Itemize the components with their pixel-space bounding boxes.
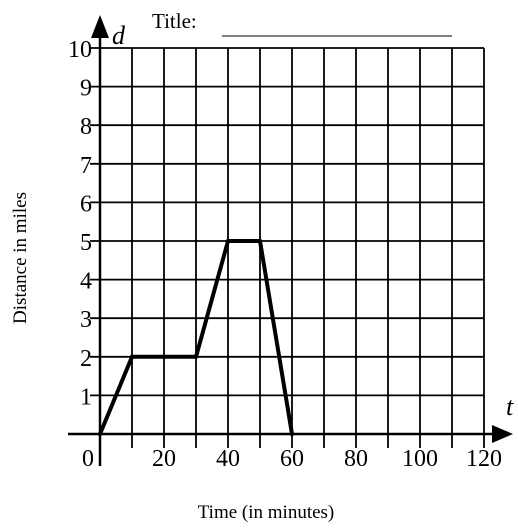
data-point bbox=[129, 354, 135, 359]
y-tick-labels: 1 2 3 4 5 6 7 8 9 10 bbox=[68, 37, 92, 410]
x-tick-label: 80 bbox=[344, 446, 368, 472]
y-tick-label: 9 bbox=[80, 76, 92, 102]
x-tick-label: 100 bbox=[402, 446, 438, 472]
y-tick-label: 5 bbox=[80, 230, 92, 256]
x-tick-label: 0 bbox=[82, 446, 94, 472]
x-tick-labels: 0 20 40 60 80 100 120 bbox=[82, 446, 502, 472]
x-variable-label: t bbox=[506, 392, 514, 421]
x-axis-arrow bbox=[492, 425, 513, 443]
axes bbox=[68, 15, 513, 466]
y-variable-label: d bbox=[112, 21, 126, 50]
data-point bbox=[193, 354, 199, 359]
y-tick-label: 4 bbox=[80, 269, 92, 295]
y-tick-label: 7 bbox=[80, 153, 92, 179]
y-tick-label: 3 bbox=[80, 307, 92, 333]
x-tick-label: 20 bbox=[152, 446, 176, 472]
data-point bbox=[257, 238, 263, 244]
y-axis-title: Distance in miles bbox=[10, 192, 31, 324]
data-point bbox=[289, 431, 295, 437]
data-point bbox=[225, 238, 231, 244]
y-tick-label: 6 bbox=[80, 191, 92, 217]
series-line bbox=[98, 239, 294, 436]
x-axis-title: Time (in minutes) bbox=[198, 502, 335, 523]
series bbox=[97, 238, 295, 437]
grid bbox=[90, 47, 485, 448]
y-tick-label: 10 bbox=[68, 37, 92, 63]
x-tick-label: 40 bbox=[216, 446, 240, 472]
data-point bbox=[97, 431, 103, 437]
y-tick-label: 8 bbox=[80, 114, 92, 140]
x-tick-label: 120 bbox=[466, 446, 502, 472]
y-tick-label: 1 bbox=[80, 384, 92, 410]
y-tick-label: 2 bbox=[80, 346, 92, 372]
x-tick-label: 60 bbox=[280, 446, 304, 472]
y-axis-arrow bbox=[91, 15, 109, 38]
title-prompt: Title: bbox=[152, 9, 197, 33]
